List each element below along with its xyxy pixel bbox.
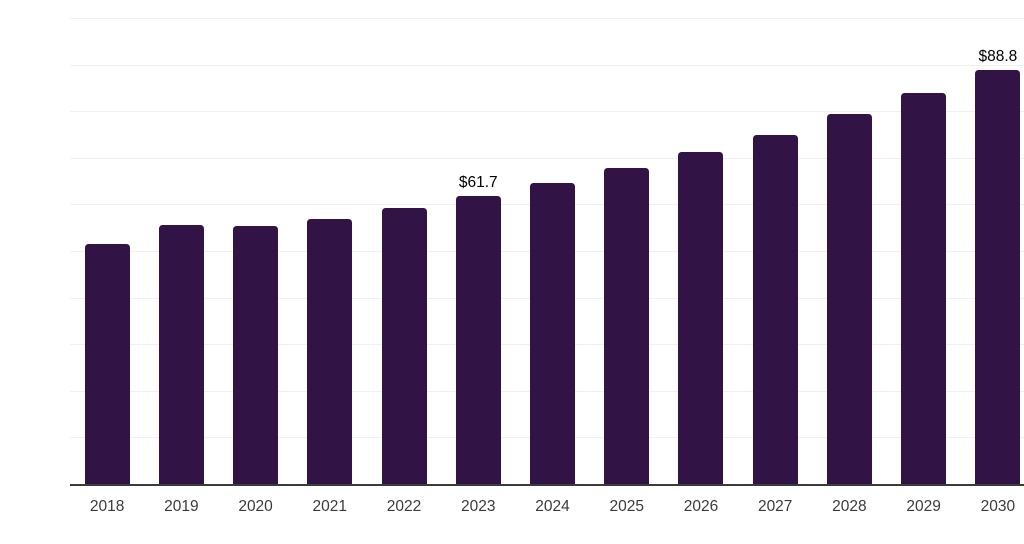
- x-axis-label-2022: 2022: [386, 498, 422, 515]
- gridline-70: [70, 157, 1024, 159]
- bar-2024: [530, 182, 575, 484]
- bar-2022: [381, 207, 427, 484]
- gridline-90: [70, 64, 1024, 66]
- data-label-2030: $88.8: [978, 47, 1018, 65]
- bar-2019: [158, 224, 204, 484]
- x-axis-label-2018: 2018: [89, 498, 125, 515]
- x-axis-label-2020: 2020: [238, 498, 273, 515]
- bar-chart: $61.7 $88.8 2018 2019 2020 2021 2022 2023 2024 2…: [40, 16, 1024, 528]
- bar-2028: [826, 114, 872, 484]
- bar-2025: [604, 167, 650, 484]
- bar-2026: [678, 151, 724, 484]
- x-axis-label-2021: 2021: [312, 498, 348, 515]
- x-axis-label-2019: 2019: [164, 498, 199, 515]
- bar-2018: [84, 243, 130, 484]
- gridline-80: [70, 111, 1024, 113]
- x-axis-label-2030: 2030: [980, 498, 1016, 515]
- plot-area: $61.7 $88.8: [70, 18, 1024, 486]
- x-axis-label-2023: 2023: [461, 498, 496, 515]
- x-axis-label-2029: 2029: [906, 498, 941, 515]
- x-axis-label-2028: 2028: [832, 498, 867, 515]
- bar-2023: [455, 196, 501, 484]
- gridline-100: [70, 18, 1024, 19]
- bar-2027: [752, 134, 798, 484]
- bar-2030: [975, 70, 1021, 484]
- x-axis-line: [70, 484, 1024, 486]
- bar-2020: [233, 226, 279, 484]
- x-axis-label-2026: 2026: [683, 498, 719, 515]
- x-axis-label-2027: 2027: [757, 498, 793, 515]
- bar-2029: [901, 92, 947, 484]
- x-axis-label-2024: 2024: [535, 498, 570, 515]
- data-label-2023: $61.7: [458, 173, 498, 191]
- bar-2021: [307, 219, 353, 484]
- x-axis-label-2025: 2025: [609, 498, 644, 515]
